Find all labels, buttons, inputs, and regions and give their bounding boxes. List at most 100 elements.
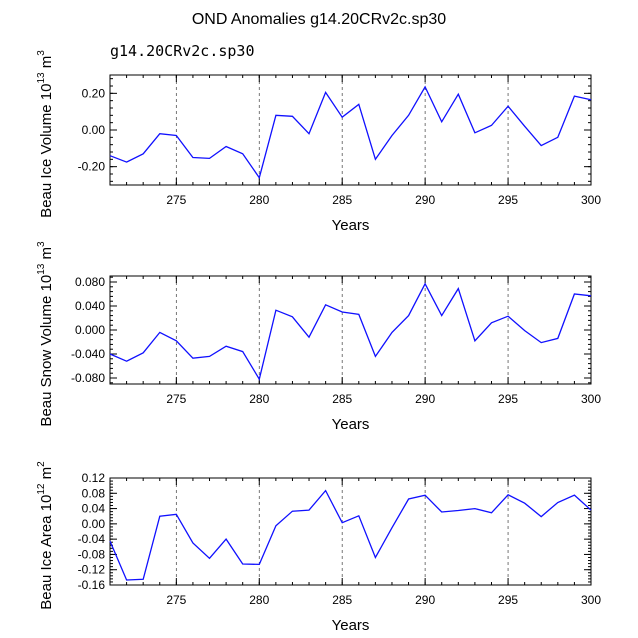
y-tick-label: -0.080 [71,371,105,385]
y-tick-label: -0.040 [71,347,105,361]
x-tick-label: 285 [332,593,352,607]
data-point [557,501,559,503]
y-axis-label-text: m [38,467,55,484]
x-tick-label: 275 [166,593,186,607]
data-point [225,345,227,347]
x-tick-label: 280 [249,392,269,406]
y-axis-label-text: m [38,56,55,73]
x-tick-label: 285 [332,392,352,406]
y-axis-label-text: Beau Ice Volume 10 [38,84,55,218]
series-line-snow [109,282,592,381]
y-axis-label-text: m [38,247,55,264]
x-tick-label: 290 [415,593,435,607]
y-axis-label-exponent: 3 [36,50,47,56]
data-point [275,114,277,116]
data-point [175,134,177,136]
plot-frame [109,477,592,586]
data-point [441,121,443,123]
y-axis-label: Beau Ice Volume 1013 m3 [36,50,55,218]
x-tick-label: 275 [166,392,186,406]
y-tick-label: -0.20 [78,160,106,174]
data-point [540,515,542,517]
data-point [208,157,210,159]
data-point [125,579,127,581]
x-tick-label: 300 [581,392,601,406]
data-point [424,494,426,496]
x-axis-label: Years [332,617,370,634]
data-point [474,340,476,342]
y-tick-label: 0.00 [82,517,106,531]
data-point [192,156,194,158]
data-point [557,136,559,138]
data-point [175,340,177,342]
data-point [424,86,426,88]
x-tick-label: 290 [415,392,435,406]
data-point [407,114,409,116]
y-axis-label-exponent: 13 [36,263,47,275]
y-tick-label: 0.000 [75,323,105,337]
data-point [441,511,443,513]
x-tick-label: 275 [166,193,186,207]
data-point [175,513,177,515]
data-point [374,158,376,160]
data-point [324,304,326,306]
y-tick-label: 0.12 [82,471,106,485]
y-tick-label: 0.20 [82,86,106,100]
data-point [192,542,194,544]
y-axis-label: Beau Snow Volume 1013 m3 [36,241,55,427]
data-point [291,316,293,318]
data-point [391,331,393,333]
data-point [358,103,360,105]
data-point [341,116,343,118]
y-tick-label: 0.04 [82,502,106,516]
y-tick-label: 0.00 [82,123,106,137]
x-axis-label: Years [332,217,370,234]
data-point [590,99,592,101]
data-point [192,357,194,359]
data-point [324,91,326,93]
data-point [540,341,542,343]
x-tick-label: 295 [498,193,518,207]
data-point [275,525,277,527]
data-point [241,563,243,565]
data-point [225,538,227,540]
plot-frame [109,275,592,385]
x-tick-label: 300 [581,193,601,207]
series-line-volume [109,85,592,180]
y-tick-label: -0.12 [78,563,106,577]
data-point [125,161,127,163]
data-point [258,378,260,380]
data-point [557,337,559,339]
data-point [109,154,111,156]
data-point [291,510,293,512]
data-point [457,287,459,289]
chart-title: OND Anomalies g14.20CRv2c.sp30 [192,11,446,28]
data-point [341,311,343,313]
data-point [391,134,393,136]
data-point [391,526,393,528]
data-point [208,557,210,559]
data-point [291,115,293,117]
data-point [275,309,277,311]
data-point [590,509,592,511]
data-point [523,329,525,331]
data-point [407,498,409,500]
y-tick-label: 0.080 [75,275,105,289]
data-point [590,295,592,297]
x-tick-label: 285 [332,193,352,207]
y-tick-label: -0.08 [78,547,106,561]
data-point [324,489,326,491]
data-point [441,314,443,316]
chart-panel-snow: 275 280 285 290 295 300 -0.080 -0.040 0.000 0.040… [36,241,601,433]
data-point [457,93,459,95]
y-axis-label-exponent: 13 [36,72,47,84]
data-point [358,313,360,315]
y-tick-label: -0.04 [78,532,106,546]
data-point [308,132,310,134]
data-point [308,336,310,338]
data-point [490,322,492,324]
data-point [573,293,575,295]
data-point [358,515,360,517]
chart-panel-area: 275 280 285 290 295 300-0.16-0.12-0.08-0.040.… [36,461,601,634]
